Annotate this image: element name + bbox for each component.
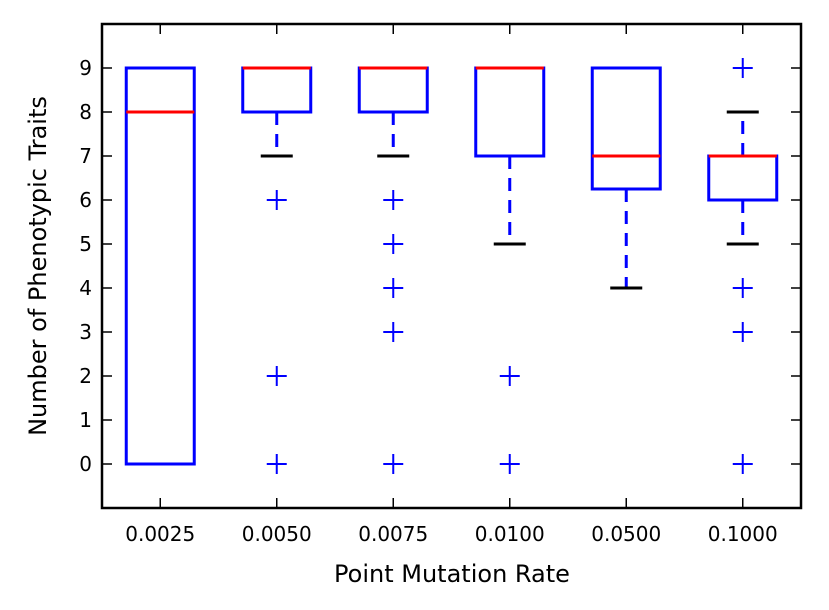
iqr-box bbox=[707, 154, 779, 202]
y-tick-label: 4 bbox=[79, 276, 92, 300]
iqr-box bbox=[590, 66, 662, 191]
x-tick-label: 0.0075 bbox=[358, 522, 428, 546]
iqr-box bbox=[241, 66, 313, 114]
box-group-0.0100 bbox=[474, 66, 546, 474]
outlier-marker bbox=[383, 454, 404, 474]
boxes-layer bbox=[124, 58, 779, 474]
y-tick-label: 8 bbox=[79, 100, 92, 124]
outlier-marker bbox=[732, 58, 753, 78]
outlier-marker bbox=[266, 454, 287, 474]
outlier-marker bbox=[266, 366, 287, 386]
y-tick-label: 3 bbox=[79, 320, 92, 344]
x-axis-label: Point Mutation Rate bbox=[334, 560, 570, 588]
x-tick-label: 0.1000 bbox=[708, 522, 778, 546]
outlier-marker bbox=[732, 454, 753, 474]
outlier-marker bbox=[732, 322, 753, 342]
box-group-0.0050 bbox=[241, 66, 313, 474]
axes-frame bbox=[100, 22, 803, 510]
box-group-0.1000 bbox=[707, 58, 779, 474]
x-tick-label: 0.0100 bbox=[475, 522, 545, 546]
y-axis-ticks: 0 1 2 3 4 5 6 7 8 9 bbox=[79, 56, 801, 476]
box-group-0.0075 bbox=[357, 66, 429, 474]
outlier-marker bbox=[499, 366, 520, 386]
y-axis-label: Number of Phenotypic Traits bbox=[24, 96, 52, 436]
y-tick-label: 6 bbox=[79, 188, 92, 212]
outlier-marker bbox=[383, 190, 404, 210]
outlier-marker bbox=[266, 190, 287, 210]
outlier-marker bbox=[499, 454, 520, 474]
iqr-box bbox=[357, 66, 429, 114]
y-tick-label: 7 bbox=[79, 144, 92, 168]
y-tick-label: 2 bbox=[79, 364, 92, 388]
box-group-0.0025 bbox=[124, 66, 196, 466]
box-group-0.0500 bbox=[590, 66, 662, 290]
outlier-marker bbox=[383, 278, 404, 298]
outlier-marker bbox=[383, 322, 404, 342]
y-tick-label: 0 bbox=[79, 452, 92, 476]
y-tick-label: 9 bbox=[79, 56, 92, 80]
outlier-marker bbox=[732, 278, 753, 298]
x-tick-label: 0.0025 bbox=[125, 522, 195, 546]
outlier-marker bbox=[383, 234, 404, 254]
x-axis-ticks: 0.0025 0.0050 0.0075 0.0100 0.0500 0.1000 bbox=[125, 24, 778, 546]
y-tick-label: 1 bbox=[79, 408, 92, 432]
iqr-box bbox=[124, 66, 196, 466]
y-tick-label: 5 bbox=[79, 232, 92, 256]
x-tick-label: 0.0500 bbox=[591, 522, 661, 546]
iqr-box bbox=[474, 66, 546, 158]
x-tick-label: 0.0050 bbox=[242, 522, 312, 546]
